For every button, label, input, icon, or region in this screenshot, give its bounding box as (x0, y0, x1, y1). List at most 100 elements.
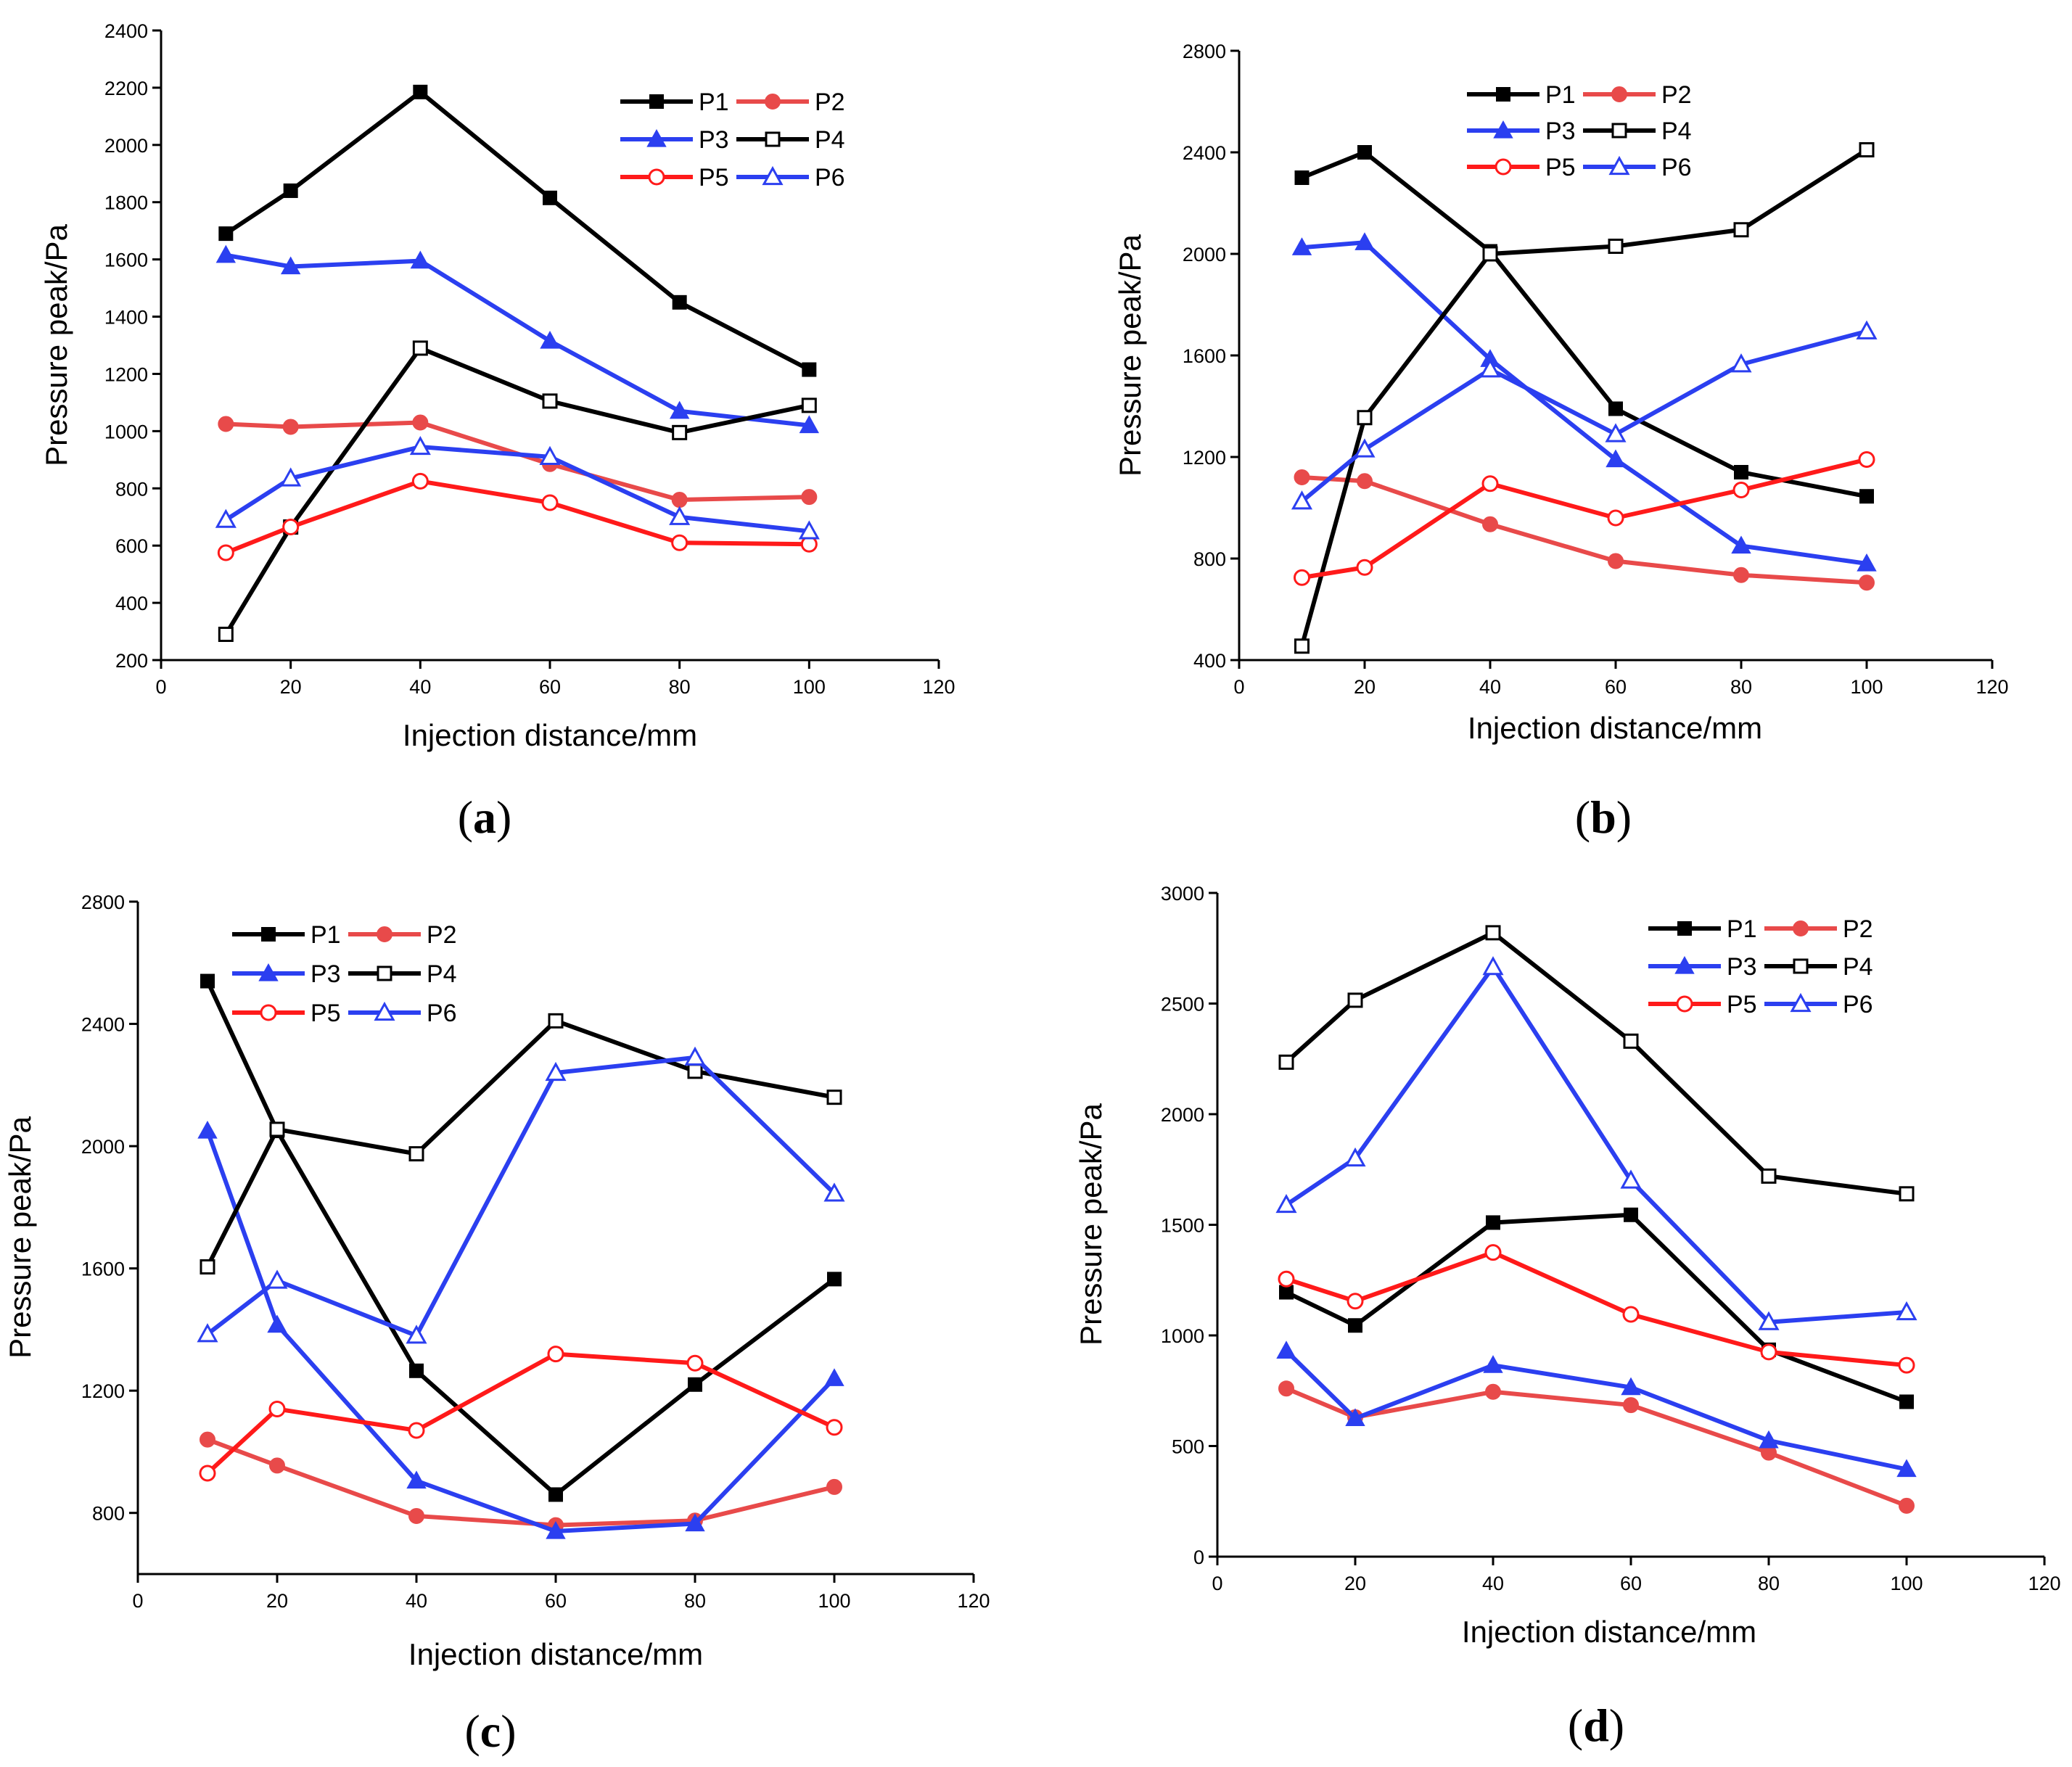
data-point-p3 (1291, 237, 1312, 255)
data-point-p5 (1622, 1306, 1640, 1323)
data-point-p2 (826, 1478, 842, 1495)
legend-marker (1495, 158, 1512, 176)
data-point-p2 (269, 1457, 285, 1474)
data-point-p6 (669, 506, 691, 525)
y-tick-label: 2000 (1183, 244, 1226, 265)
legend-marker (1674, 955, 1695, 974)
series-p5 (1294, 451, 1875, 586)
y-tick-label: 1200 (104, 363, 148, 385)
legend-label: P1 (1727, 915, 1757, 943)
data-point-p6 (1479, 358, 1501, 378)
y-tick-label: 2000 (1161, 1104, 1204, 1126)
legend-item-p5: P5 (232, 1000, 341, 1027)
series-line-p2 (1299, 475, 1869, 585)
data-point-p4 (672, 424, 688, 440)
legend-item-p6: P6 (348, 1000, 457, 1027)
data-point-p3 (267, 1314, 287, 1333)
data-point-p6 (1605, 423, 1627, 442)
x-tick-label: 80 (669, 676, 691, 698)
data-point-p1 (218, 226, 234, 242)
data-point-p1 (1859, 489, 1874, 504)
data-point-p2 (1357, 473, 1373, 490)
data-point-p3 (1731, 535, 1751, 554)
y-tick-label: 200 (115, 650, 148, 672)
data-point-p2 (282, 419, 299, 435)
x-tick-label: 0 (1212, 1573, 1222, 1594)
legend-label: P4 (427, 960, 457, 988)
data-point-p2 (1733, 567, 1749, 583)
data-point-p2 (1899, 1497, 1915, 1514)
series-p2 (1294, 469, 1875, 591)
y-tick-label: 1800 (104, 192, 148, 214)
data-point-p3 (685, 1513, 705, 1532)
legend-item-p1: P1 (620, 88, 729, 116)
legend-item-p5: P5 (1467, 154, 1576, 181)
data-point-p4 (408, 1146, 424, 1162)
y-tick-label: 1600 (81, 1259, 125, 1280)
legend-marker (765, 131, 781, 147)
data-point-p6 (1758, 1311, 1780, 1330)
data-point-p3 (546, 1520, 566, 1539)
data-point-p2 (1623, 1397, 1639, 1414)
x-tick-label: 0 (155, 676, 166, 698)
data-point-p3 (1606, 449, 1626, 468)
legend-item-p4: P4 (1764, 953, 1873, 981)
data-point-p3 (1896, 1459, 1917, 1478)
legend-label: P3 (699, 126, 729, 154)
series-p5 (199, 1346, 843, 1482)
x-tick-label: 20 (1354, 676, 1376, 698)
x-axis-title: Injection distance/mm (403, 718, 697, 752)
data-point-p1 (200, 973, 215, 989)
data-point-p5 (1481, 475, 1499, 493)
legend-marker (1676, 995, 1693, 1013)
panel-label: (d) (1568, 1700, 1624, 1751)
data-point-p4 (1608, 239, 1624, 254)
x-tick-label: 40 (1479, 676, 1501, 698)
data-point-p4 (200, 1259, 215, 1275)
series-p4 (1278, 925, 1915, 1202)
series-line-p5 (223, 479, 812, 556)
data-point-p2 (801, 489, 818, 506)
y-tick-label: 3000 (1161, 883, 1204, 905)
data-point-p6 (539, 445, 561, 465)
data-point-p5 (199, 1465, 216, 1482)
x-tick-label: 0 (132, 1590, 143, 1612)
data-point-p6 (1291, 490, 1313, 510)
data-point-p3 (197, 1120, 218, 1139)
series-p4 (200, 1013, 842, 1275)
legend-item-p6: P6 (1764, 991, 1873, 1018)
legend: P1 P2 P3 P4 P5 P6 (620, 88, 845, 191)
data-point-p2 (218, 416, 234, 432)
x-tick-label: 60 (545, 1590, 567, 1612)
data-point-p4 (826, 1090, 842, 1105)
series-line-p6 (223, 445, 812, 534)
data-point-p5 (282, 519, 300, 536)
data-point-p1 (1608, 401, 1623, 416)
series-p4 (218, 340, 817, 642)
x-tick-label: 20 (1344, 1573, 1366, 1594)
series-p1 (1279, 1207, 1914, 1409)
x-tick-label: 100 (818, 1590, 850, 1612)
y-tick-label: 2800 (81, 891, 125, 913)
data-point-p3 (824, 1368, 844, 1386)
legend-marker (261, 927, 276, 942)
legend-marker (649, 94, 664, 109)
data-point-p3 (799, 415, 820, 434)
series-line-p4 (1299, 147, 1869, 648)
data-point-p1 (543, 190, 557, 205)
legend-item-p3: P3 (1467, 118, 1576, 145)
data-point-p3 (406, 1470, 427, 1489)
data-point-p2 (1485, 1383, 1501, 1400)
series-line-p1 (223, 89, 812, 372)
data-point-p6 (215, 508, 237, 528)
legend-label: P4 (1661, 118, 1692, 145)
series-line-p2 (223, 420, 812, 503)
data-point-p2 (1278, 1380, 1294, 1397)
x-tick-label: 120 (922, 676, 955, 698)
data-point-p5 (1732, 482, 1750, 498)
y-tick-label: 1200 (81, 1380, 125, 1402)
panel-label: (c) (464, 1705, 516, 1757)
legend-label: P6 (427, 1000, 457, 1027)
data-point-p6 (1482, 956, 1504, 976)
data-point-p1 (1279, 1285, 1294, 1300)
